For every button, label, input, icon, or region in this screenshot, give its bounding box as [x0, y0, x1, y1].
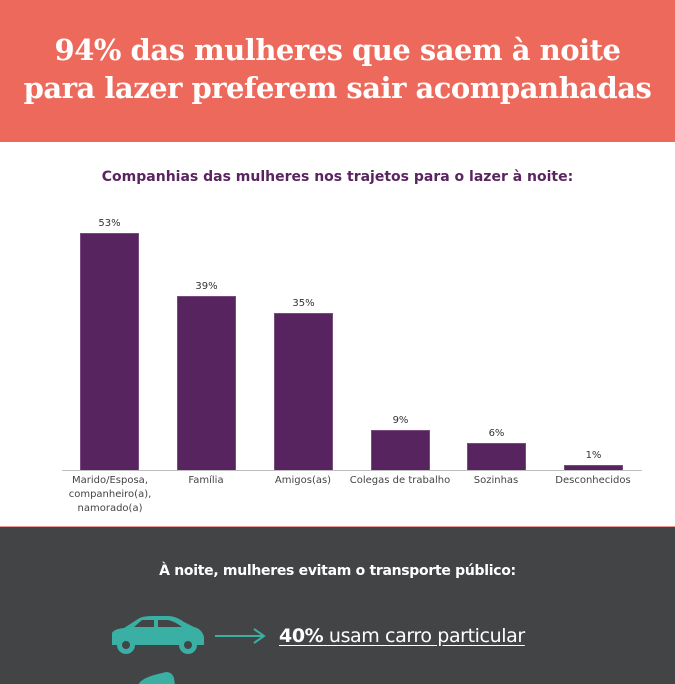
bar-value-label: 53% — [98, 218, 121, 229]
bar-value-label: 9% — [392, 415, 409, 426]
x-axis-line — [62, 470, 642, 471]
page-title: 94% das mulheres que saem à noite para l… — [24, 31, 652, 107]
bar-familia — [177, 296, 236, 470]
category-label: Desconhecidos — [555, 475, 631, 486]
category-label: Colegas de trabalho — [349, 475, 451, 486]
category-label: Família — [188, 475, 224, 486]
category-label: Sozinhas — [473, 475, 519, 486]
transport-icon — [138, 672, 175, 684]
category-label: Amigos(as) — [274, 475, 332, 486]
bar-chart: Companhias das mulheres nos trajetos par… — [0, 142, 675, 526]
car-icon — [112, 616, 204, 654]
transport-section: À noite, mulheres evitam o transporte pú… — [0, 526, 675, 684]
transport-title: À noite, mulheres evitam o transporte pú… — [159, 563, 516, 579]
header-banner: 94% das mulheres que saem à noite para l… — [0, 0, 675, 142]
category-label: Marido/Esposa, companheiro(a), namorado(… — [68, 475, 152, 514]
chart-title: Companhias das mulheres nos trajetos par… — [101, 169, 574, 185]
title-line-2: para lazer preferem sair acompanhadas — [23, 71, 652, 105]
bar-colegas — [371, 430, 430, 470]
bar-value-label: 6% — [488, 428, 505, 439]
arrow-right-icon — [215, 628, 266, 644]
title-line-1: 94% das mulheres que saem à noite — [54, 33, 621, 67]
bar-desconhecidos — [564, 465, 623, 470]
bar-value-label: 39% — [195, 281, 218, 292]
bar-value-label: 1% — [585, 450, 602, 461]
bar-sozinhas — [467, 443, 526, 470]
bar-marido-esposa — [80, 233, 139, 470]
bar-value-label: 35% — [292, 298, 315, 309]
stat-car-usage: 40% usam carro particular — [279, 625, 525, 647]
bar-amigos — [274, 313, 333, 470]
